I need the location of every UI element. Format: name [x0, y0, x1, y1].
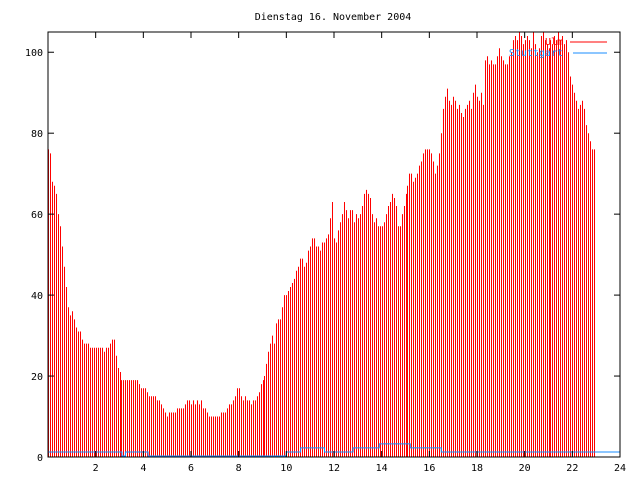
x-tick-label: 12	[328, 463, 340, 474]
x-tick-label: 8	[236, 463, 242, 474]
chart-title: Dienstag 16. November 2004	[255, 12, 412, 23]
x-tick-label: 2	[93, 463, 99, 474]
y-tick-label: 0	[37, 453, 43, 464]
x-tick-label: 22	[566, 463, 578, 474]
x-tick-label: 16	[423, 463, 435, 474]
legend: Ulm Stuttgart	[509, 37, 607, 59]
stuttgart-line	[48, 443, 620, 457]
y-tick-label: 20	[31, 372, 43, 383]
y-tick-label: 80	[31, 129, 43, 140]
x-tick-label: 18	[471, 463, 483, 474]
legend-label-ulm: Ulm	[545, 37, 563, 48]
stuttgart-step-line	[48, 443, 620, 457]
x-axis: 2 4 6 8 10 12 14 16 18 20 22 24	[93, 32, 626, 474]
x-tick-label: 6	[188, 463, 194, 474]
y-tick-label: 60	[31, 210, 43, 221]
x-tick-label: 4	[140, 463, 146, 474]
x-tick-label: 10	[280, 463, 292, 474]
legend-label-stuttgart: Stuttgart	[509, 48, 563, 59]
x-tick-label: 24	[614, 463, 626, 474]
ulm-bars	[48, 32, 595, 457]
y-tick-label: 100	[25, 48, 43, 59]
x-tick-label: 20	[519, 463, 531, 474]
y-tick-label: 40	[31, 291, 43, 302]
x-tick-label: 14	[376, 463, 388, 474]
y-axis: 0 20 40 60 80 100	[25, 48, 620, 464]
